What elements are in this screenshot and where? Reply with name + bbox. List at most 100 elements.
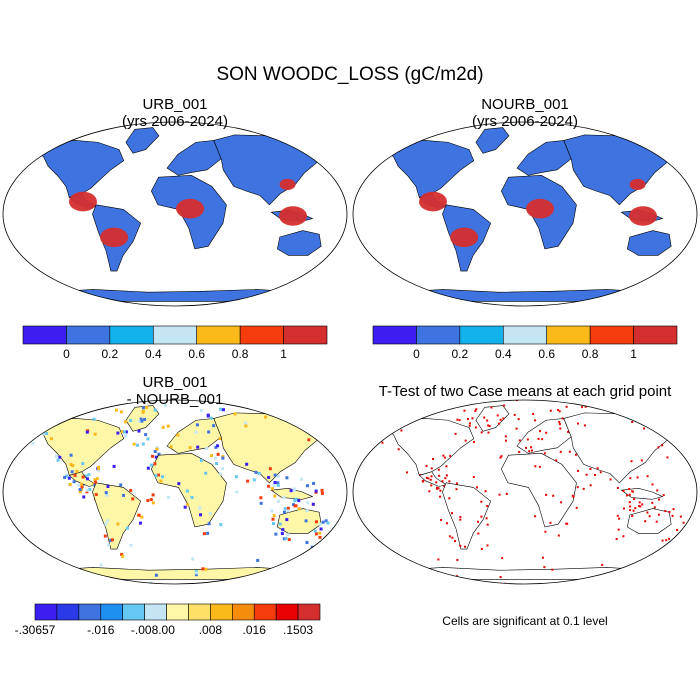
significant-cell [472,475,475,478]
diff-cell [105,493,109,497]
diff-cell [77,483,81,487]
high-region-africa [176,198,205,219]
significant-cell [486,544,489,547]
panel-title-diff-line1: URB_001 [142,374,208,391]
diff-cell [278,522,282,526]
diff-cell [194,571,198,575]
significant-cell [661,444,664,447]
cbar-diff-tick-label: .008 [198,623,223,637]
diff-cell [124,420,128,424]
diff-cell [177,482,181,486]
diff-cell [235,490,239,494]
significant-cell [449,454,452,457]
significant-cell [475,408,478,411]
diff-cell [140,515,144,519]
diff-cell [314,532,318,536]
significant-cell [505,492,508,495]
diff-cell [93,432,97,436]
diff-cell [159,479,163,483]
significant-cell [397,448,400,451]
diff-cell [314,520,318,524]
diff-cell [176,433,180,437]
significant-cell [466,418,469,421]
diff-cell [254,470,258,474]
diff-cell [257,471,261,475]
diff-cell [132,442,136,446]
cbar-diff-tick-label: -.008 [130,623,159,637]
significant-cell [577,469,580,472]
significant-cell [463,409,466,412]
diff-cell [273,473,277,477]
continent-north-america [34,418,125,476]
significant-cell [559,450,562,453]
diff-cell [207,430,211,434]
diff-cell [202,532,206,536]
diff-cell [161,475,165,479]
diff-cell [157,452,161,456]
diff-cell [129,543,133,547]
diff-cell [326,521,330,525]
significant-cell [623,507,626,510]
diff-cell [276,499,280,503]
significant-cell [628,501,631,504]
significant-cell [572,495,575,498]
significant-cell [436,486,439,489]
continent-africa [151,453,227,528]
significant-cell [641,503,644,506]
diff-cell [219,523,223,527]
diff-cell [81,475,85,479]
diff-cell [268,467,272,471]
panel-title-diff: URB_001 - NOURB_001 [75,374,275,408]
diff-cell [151,501,155,505]
diff-cell [305,484,309,488]
cbar-diff-box [122,603,145,621]
diff-cell [201,567,205,571]
significant-cell [532,412,535,415]
diff-cell [221,455,225,459]
diff-cell [116,522,120,526]
diff-cell [312,481,316,485]
figure-title: SON WOODC_LOSS (gC/m2d) [216,64,484,85]
significant-cell [488,425,491,428]
diff-cell [104,522,108,526]
significance-note: Cells are significant at 0.1 level [442,614,608,628]
significant-cell [499,418,502,421]
significant-cell [528,450,531,453]
significant-cell [584,405,587,408]
diff-cell [163,404,167,408]
significant-cell [443,485,446,488]
diff-cell [75,469,79,473]
panel-title-ttest: T-Test of two Case means at each grid po… [378,383,672,400]
significant-cell [543,566,546,569]
cbar-diff-box [253,603,277,621]
high-region-indonesia [629,206,658,226]
cbar-urb-tick-label: 0 [63,347,70,361]
diff-cell [267,475,271,479]
diff-cell [213,456,217,460]
diff-cell [103,534,107,538]
diff-cell [198,513,202,517]
diff-cell [106,543,110,547]
diff-cell [292,488,296,492]
diff-cell [121,430,125,434]
cbar-urb-box [283,325,328,345]
diff-cell [99,563,103,567]
diff-cell [112,464,116,468]
significant-cell [534,465,537,468]
diff-cell [155,447,159,451]
significant-cell [561,417,564,420]
diff-cell [72,480,76,484]
significant-cell [560,501,563,504]
diff-cell [135,443,139,447]
diff-cell [121,554,125,558]
significant-cell [639,505,642,508]
significant-cell [544,530,547,533]
diff-cell [85,488,89,492]
high-region-indonesia [279,206,308,226]
diff-cell [194,573,198,577]
map-nourb-frame [352,121,698,307]
diff-cell [88,487,92,491]
significant-cell [622,490,625,493]
